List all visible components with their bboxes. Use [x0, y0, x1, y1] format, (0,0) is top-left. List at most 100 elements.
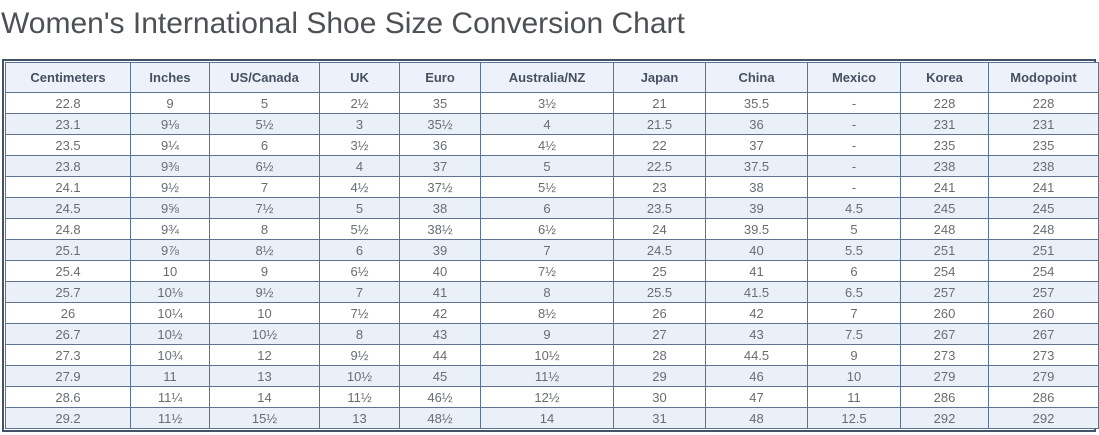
table-cell: 28 — [613, 344, 706, 366]
table-cell: - — [807, 92, 901, 114]
table-cell: 248 — [900, 218, 989, 240]
table-cell: 12 — [209, 344, 320, 366]
table-cell: 23.8 — [5, 155, 131, 177]
table-cell: 5½ — [480, 176, 614, 198]
table-cell: 40 — [705, 239, 808, 261]
table-cell: 35 — [399, 92, 481, 114]
table-cell: 245 — [988, 197, 1099, 219]
table-cell: 27.9 — [5, 365, 131, 387]
table-row: 22.8 9 5 2½ 35 3½ 21 35.5-228 228 — [5, 92, 1099, 114]
shoe-size-conversion-table: Centimeters Inches US/Canada UK Euro Australi… — [5, 62, 1099, 429]
table-cell: 235 — [988, 134, 1099, 156]
header-row: Centimeters Inches US/Canada UK Euro Australi… — [5, 62, 1099, 93]
table-cell: 38½ — [399, 218, 481, 240]
table-row: 25.7 10⅛ 9½ 7 41 8 25.5 41.5 6.5 257 257 — [5, 281, 1099, 303]
table-cell: 37.5 — [705, 155, 808, 177]
table-cell: 257 — [988, 281, 1099, 303]
table-cell: 38 — [399, 197, 481, 219]
table-cell: 12½ — [480, 386, 614, 408]
table-cell: 36 — [399, 134, 481, 156]
table-cell: - — [807, 113, 901, 135]
table-cell: 231 — [988, 113, 1099, 135]
table-cell: 10⅛ — [130, 281, 210, 303]
table-row: 26.7 10½ 10½ 8 43 9 27 43 7.5 267 267 — [5, 323, 1099, 345]
column-header: Australia/NZ — [480, 62, 614, 93]
table-cell: 6 — [209, 134, 320, 156]
table-cell: 228 — [988, 92, 1099, 114]
table-cell: 273 — [988, 344, 1099, 366]
table-cell: 8½ — [209, 239, 320, 261]
table-cell: 9 — [130, 92, 210, 114]
table-cell: 14 — [480, 407, 614, 429]
table-cell: 25.1 — [5, 239, 131, 261]
table-cell: - — [807, 134, 901, 156]
table-cell: 24 — [613, 218, 706, 240]
table-cell: 26 — [613, 302, 706, 324]
table-cell: 5½ — [209, 113, 320, 135]
table-cell: 3½ — [319, 134, 400, 156]
table-cell: 26 — [5, 302, 131, 324]
table-cell: 22 — [613, 134, 706, 156]
table-cell: 11½ — [480, 365, 614, 387]
table-cell: 12.5 — [807, 407, 901, 429]
table-cell: 6 — [480, 197, 614, 219]
table-cell: 4 — [319, 155, 400, 177]
table-cell: 25 — [613, 260, 706, 282]
table-cell: 5 — [480, 155, 614, 177]
table-cell: 37½ — [399, 176, 481, 198]
table-cell: 10¾ — [130, 344, 210, 366]
table-cell: 9 — [807, 344, 901, 366]
table-cell: 3½ — [480, 92, 614, 114]
table-cell: 5 — [209, 92, 320, 114]
table-cell: 231 — [900, 113, 989, 135]
table-cell: 7 — [807, 302, 901, 324]
table-cell: 46 — [705, 365, 808, 387]
column-header: Centimeters — [5, 62, 131, 93]
table-cell: 9¼ — [130, 134, 210, 156]
table-cell: 27 — [613, 323, 706, 345]
table-cell: 4½ — [319, 176, 400, 198]
table-cell: 6 — [319, 239, 400, 261]
table-cell: 9⅛ — [130, 113, 210, 135]
table-cell: 10 — [209, 302, 320, 324]
table-cell: 6½ — [480, 218, 614, 240]
table-row: 24.5 9⅝ 7½ 5 38 6 23.5 39 4.5 245 245 — [5, 197, 1099, 219]
table-cell: 241 — [988, 176, 1099, 198]
table-cell: 6 — [807, 260, 901, 282]
table-cell: 6.5 — [807, 281, 901, 303]
table-cell: 39 — [399, 239, 481, 261]
column-header: UK — [319, 62, 400, 93]
table-cell: 21.5 — [613, 113, 706, 135]
column-header: Mexico — [807, 62, 901, 93]
table-cell: 42 — [705, 302, 808, 324]
table-cell: 3 — [319, 113, 400, 135]
table-cell: 4½ — [480, 134, 614, 156]
table-cell: 10¼ — [130, 302, 210, 324]
table-cell: 279 — [988, 365, 1099, 387]
table-row: 23.8 9⅜ 6½ 4 37 5 22.5 37.5-238 238 — [5, 155, 1099, 177]
table-cell: 7 — [209, 176, 320, 198]
table-cell: 48½ — [399, 407, 481, 429]
table-cell: 46½ — [399, 386, 481, 408]
table-cell: 292 — [900, 407, 989, 429]
table-cell: 21 — [613, 92, 706, 114]
table-cell: 8 — [480, 281, 614, 303]
table-cell: 41.5 — [705, 281, 808, 303]
table-cell: 10 — [130, 260, 210, 282]
table-cell: 24.1 — [5, 176, 131, 198]
table-row: 27.9 11 13 10½ 45 11½ 29 46 10 279 279 — [5, 365, 1099, 387]
table-cell: 23.1 — [5, 113, 131, 135]
table-cell: 37 — [399, 155, 481, 177]
table-cell: 31 — [613, 407, 706, 429]
table-cell: 23 — [613, 176, 706, 198]
conversion-table-frame: Centimeters Inches US/Canada UK Euro Australi… — [2, 59, 1099, 432]
table-cell: 2½ — [319, 92, 400, 114]
table-cell: 23.5 — [613, 197, 706, 219]
table-cell: 10½ — [319, 365, 400, 387]
table-cell: 39 — [705, 197, 808, 219]
table-cell: 45 — [399, 365, 481, 387]
table-cell: 5 — [319, 197, 400, 219]
table-cell: 238 — [900, 155, 989, 177]
table-cell: 286 — [988, 386, 1099, 408]
table-cell: 48 — [705, 407, 808, 429]
